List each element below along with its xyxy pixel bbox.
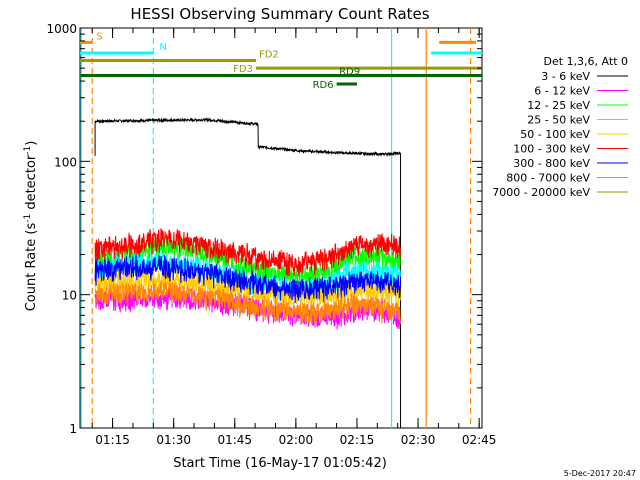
series-line-5 [94, 227, 401, 277]
annotation-label-n: N [159, 42, 166, 53]
legend-label-4: 50 - 100 keV [520, 128, 590, 141]
legend-label-5: 100 - 300 keV [513, 143, 590, 156]
legend-label-0: 3 - 6 keV [541, 70, 590, 83]
x-axis-label: Start Time (16-May-17 01:05:42) [173, 456, 387, 471]
chart-title: HESSI Observing Summary Count Rates [130, 5, 429, 23]
legend-label-2: 12 - 25 keV [527, 99, 590, 112]
y-axis-label-main: Count Rate (s [24, 223, 39, 312]
plot-frame [79, 27, 483, 429]
y-tick-label-1: 10 [62, 289, 77, 303]
legend-label-8: 7000 - 20000 keV [492, 186, 590, 199]
legend-label-1: 6 - 12 keV [534, 85, 590, 98]
x-tick-label-1: 01:30 [156, 433, 191, 447]
x-tick-label-2: 01:45 [217, 433, 252, 447]
series-line-6 [94, 255, 401, 303]
legend-label-7: 800 - 7000 keV [506, 172, 590, 185]
x-tick-label-4: 02:15 [340, 433, 375, 447]
y-axis-label-end: ) [24, 141, 39, 146]
annotation-label-rd9: RD9 [339, 67, 360, 78]
x-tick-label-5: 02:30 [401, 433, 436, 447]
legend-label-6: 300 - 800 keV [513, 157, 590, 170]
y-tick-label-2: 100 [54, 155, 77, 169]
x-tick-label-0: 01:15 [95, 433, 130, 447]
annotation-label-fd2: FD2 [259, 50, 279, 61]
y-tick-label-0: 1 [69, 422, 77, 436]
annotation-label-s: S [96, 31, 102, 42]
series-line-0 [94, 116, 401, 157]
y-axis-label-sup2: -1 [23, 146, 33, 155]
x-tick-label-3: 02:00 [279, 433, 314, 447]
legend-title: Det 1,3,6, Att 0 [544, 55, 628, 68]
series-line-7 [94, 279, 401, 325]
y-axis-label-mid: detector [24, 154, 39, 214]
y-axis-label: Count Rate (s-1 detector-1) [23, 141, 39, 312]
y-axis-label-sup1: -1 [23, 214, 33, 223]
footer-timestamp: 5-Dec-2017 20:47 [564, 469, 636, 478]
x-tick-label-6: 02:45 [462, 433, 497, 447]
annotation-label-fd3: FD3 [233, 64, 253, 75]
legend-label-3: 25 - 50 keV [527, 114, 590, 127]
plot-area: S N FD2 FD3 RD6 RD9 1 10 100 1000 01:15 01:30 01:45 0… [46, 22, 496, 447]
y-tick-label-3: 1000 [46, 22, 77, 36]
annotation-label-rd6: RD6 [313, 80, 334, 91]
